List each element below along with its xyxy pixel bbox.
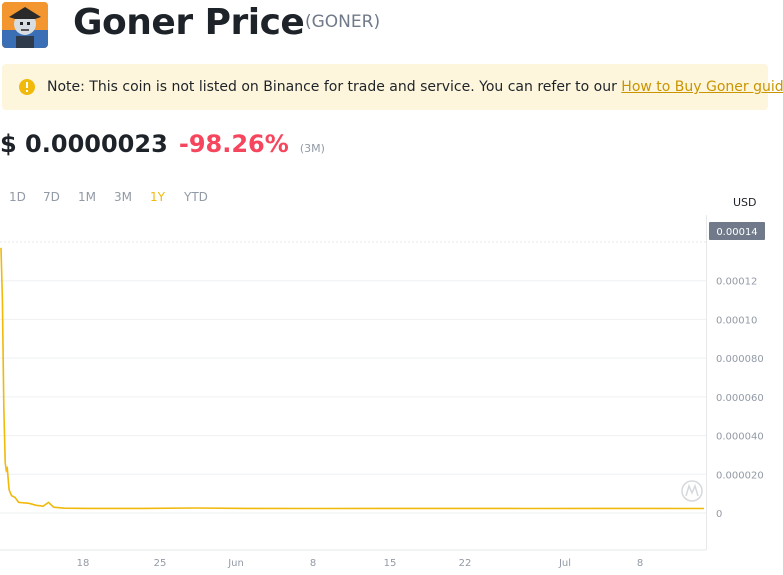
tab-1m[interactable]: 1M bbox=[78, 190, 96, 204]
x-tick-label: 8 bbox=[637, 558, 643, 569]
current-value-marker: 0.00014 bbox=[709, 222, 765, 240]
tab-ytd[interactable]: YTD bbox=[184, 190, 208, 204]
y-tick-label: 0.000080 bbox=[716, 354, 764, 365]
x-tick-label: 8 bbox=[310, 558, 316, 569]
current-price: $ 0.0000023 bbox=[0, 130, 168, 158]
y-tick-label: 0.000020 bbox=[716, 470, 764, 481]
warning-icon bbox=[18, 78, 36, 96]
price-chart[interactable]: 0.00014 0.00012 0.00010 0.000080 0.000060 0.0… bbox=[0, 210, 783, 575]
y-tick-label: 0.00010 bbox=[716, 315, 757, 326]
currency-unit: USD bbox=[733, 196, 757, 209]
tab-7d[interactable]: 7D bbox=[43, 190, 60, 204]
tab-1y[interactable]: 1Y bbox=[150, 190, 165, 204]
grid-lines bbox=[0, 215, 707, 551]
tab-1d[interactable]: 1D bbox=[9, 190, 26, 204]
change-period: (3M) bbox=[299, 142, 325, 155]
y-tick-label: 0.000060 bbox=[716, 393, 764, 404]
x-tick-label: Jun bbox=[227, 558, 244, 569]
notice-text: Note: This coin is not listed on Binance… bbox=[47, 79, 783, 95]
coin-ticker: (GONER) bbox=[305, 12, 381, 32]
y-tick-label: 0 bbox=[716, 509, 722, 520]
not-listed-notice: Note: This coin is not listed on Binance… bbox=[2, 64, 783, 110]
watermark-logo-icon bbox=[681, 480, 703, 502]
x-axis-labels: 18 25 Jun 8 15 22 Jul 8 bbox=[77, 558, 644, 569]
goner-logo bbox=[2, 2, 48, 48]
x-tick-label: 25 bbox=[154, 558, 167, 569]
y-tick-label: 0.00012 bbox=[716, 277, 757, 288]
how-to-buy-link[interactable]: How to Buy Goner guide bbox=[621, 79, 783, 95]
price-summary: $ 0.0000023 -98.26% (3M) bbox=[0, 130, 325, 164]
page-title: Goner Price bbox=[73, 2, 305, 43]
y-tick-label: 0.000040 bbox=[716, 432, 764, 443]
tab-3m[interactable]: 3M bbox=[114, 190, 132, 204]
notice-message: Note: This coin is not listed on Binance… bbox=[47, 79, 622, 95]
y-axis-labels: 0.000140.000120.000100.0000800.0000600.0… bbox=[716, 231, 764, 520]
x-tick-label: 22 bbox=[459, 558, 472, 569]
x-tick-label: Jul bbox=[558, 558, 571, 569]
x-tick-label: 15 bbox=[384, 558, 397, 569]
coin-header: Goner Price (GONER) bbox=[0, 0, 783, 60]
current-value-label: 0.00014 bbox=[716, 227, 757, 238]
price-line bbox=[0, 247, 705, 510]
x-tick-label: 18 bbox=[77, 558, 90, 569]
price-change: -98.26% bbox=[178, 130, 289, 158]
